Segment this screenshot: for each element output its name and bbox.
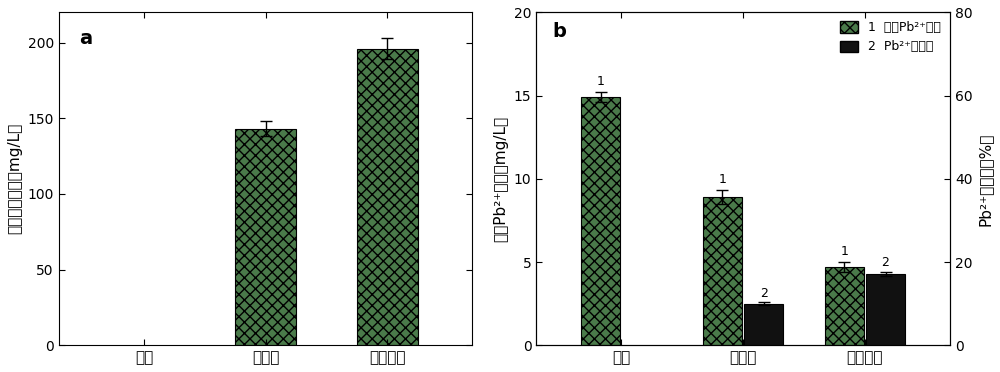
Text: 1: 1 [840,245,848,258]
Bar [357,49,418,345]
Text: a: a [79,29,93,48]
Bar [825,267,864,345]
Text: 1: 1 [719,173,726,186]
Text: 1: 1 [597,75,605,88]
Bar [235,129,296,345]
Y-axis label: 可溶性磷含量（mg/L）: 可溶性磷含量（mg/L） [7,123,22,234]
Y-axis label: Pb²⁺去除率（%）: Pb²⁺去除率（%） [978,132,993,225]
Text: 2: 2 [760,287,768,300]
Legend: 1  剩余Pb²⁺浓度, 2  Pb²⁺去除率: 1 剩余Pb²⁺浓度, 2 Pb²⁺去除率 [835,16,946,58]
Text: 2: 2 [882,256,889,269]
Y-axis label: 剩余Pb²⁺浓度（mg/L）: 剩余Pb²⁺浓度（mg/L） [493,116,508,242]
Bar [581,97,620,345]
Bar [866,274,905,345]
Bar [703,197,742,345]
Bar [744,304,783,345]
Text: b: b [553,22,567,41]
